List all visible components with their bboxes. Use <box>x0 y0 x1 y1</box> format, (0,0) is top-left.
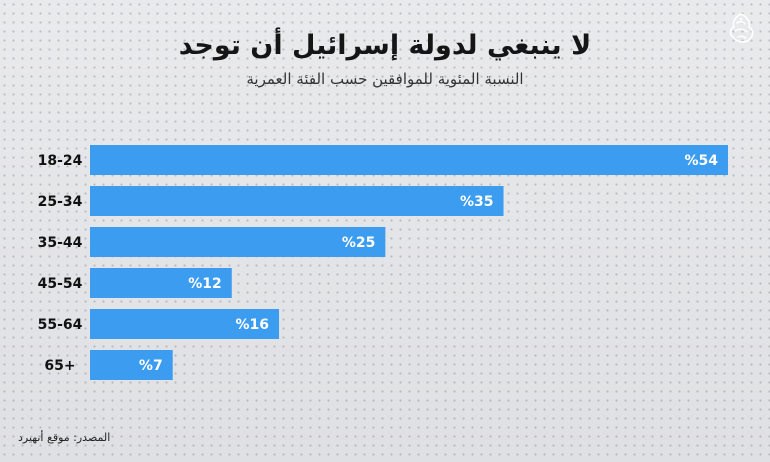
chart-subtitle: النسبة المئوية للموافقين حسب الفئة العمر… <box>246 70 524 88</box>
source-note: المصدر: موقع أنهيرد <box>18 431 111 444</box>
category-label-35-44: 35-44 <box>38 235 83 251</box>
chart-title: لا ينبغي لدولة إسرائيل أن توجد <box>178 30 592 61</box>
category-label-55-64: 55-64 <box>38 317 83 333</box>
category-label-18-24: 18-24 <box>38 153 83 169</box>
category-label-25-34: 25-34 <box>38 194 83 210</box>
category-label-45-54: 45-54 <box>38 276 83 292</box>
category-label-65+: 65+ <box>44 358 75 374</box>
data-label-55-64: %16 <box>236 317 270 333</box>
data-label-25-34: %35 <box>460 194 494 210</box>
bar-65+ <box>90 350 173 380</box>
bar-55-64 <box>90 309 280 339</box>
bar-35-44 <box>90 227 386 257</box>
al-jazeera-logo-icon <box>724 10 758 48</box>
data-label-65+: %7 <box>139 358 163 374</box>
data-label-35-44: %25 <box>342 235 376 251</box>
bar-25-34 <box>90 186 504 216</box>
data-label-18-24: %54 <box>684 153 718 169</box>
data-label-45-54: %12 <box>188 276 222 292</box>
bar-45-54 <box>90 268 232 298</box>
bar-18-24 <box>90 145 728 175</box>
